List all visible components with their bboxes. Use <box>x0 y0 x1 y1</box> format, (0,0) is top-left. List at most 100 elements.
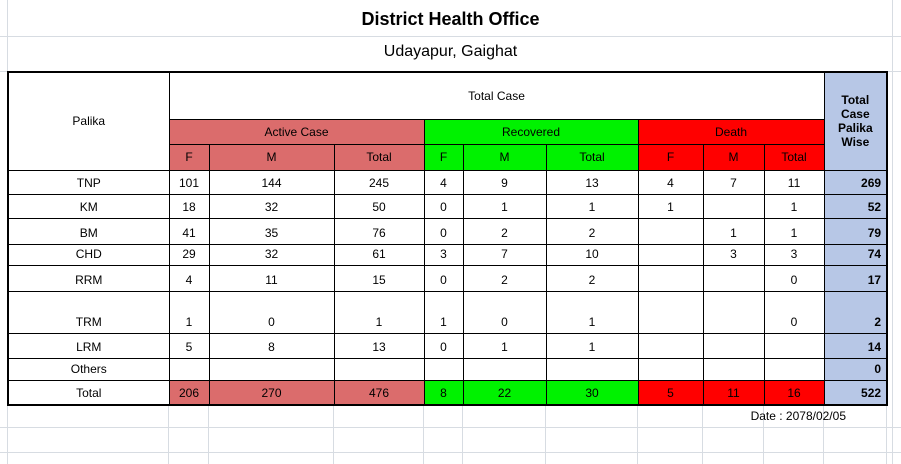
value-cell <box>702 332 765 359</box>
value-cell: 0 <box>763 264 825 292</box>
case-table: Palika Total Case Total Case Palika Wise… <box>7 71 889 406</box>
row-label-cell: TNP <box>7 169 170 195</box>
value-cell: 30 <box>545 379 639 406</box>
value-cell: 0 <box>423 264 464 292</box>
report-date: Date : 2078/02/05 <box>750 409 846 423</box>
value-cell: 4 <box>423 169 464 195</box>
row-label-cell: TRM <box>7 290 170 334</box>
row-label-cell: Others <box>7 357 170 381</box>
row-label-cell: CHD <box>7 243 170 266</box>
value-cell: 1 <box>333 290 425 334</box>
value-cell: 1 <box>702 217 765 245</box>
palika-header-cell: Palika <box>7 71 170 171</box>
value-cell <box>545 357 639 381</box>
value-cell: 476 <box>333 379 425 406</box>
value-cell: 50 <box>333 193 425 219</box>
value-cell: 3 <box>423 243 464 266</box>
value-cell: 2 <box>545 264 639 292</box>
table-row: RRM 4 11 15 0 2 2 0 17 <box>7 264 888 292</box>
value-cell: 15 <box>333 264 425 292</box>
table-row: TNP 101 144 245 4 9 13 4 7 11 269 <box>7 169 888 195</box>
value-cell <box>637 243 704 266</box>
value-cell: 2 <box>545 217 639 245</box>
value-cell: 76 <box>333 217 425 245</box>
value-cell: 5 <box>637 379 704 406</box>
value-cell: 11 <box>208 264 335 292</box>
row-label-cell: Total <box>7 379 170 406</box>
value-cell: 8 <box>423 379 464 406</box>
value-cell: 13 <box>333 332 425 359</box>
value-cell <box>702 290 765 334</box>
value-cell: 61 <box>333 243 425 266</box>
value-cell: 1 <box>763 193 825 219</box>
value-cell: 0 <box>462 290 547 334</box>
value-cell: 1 <box>168 290 210 334</box>
palika-wise-total-cell: 79 <box>823 217 888 245</box>
value-cell: 1 <box>462 193 547 219</box>
palika-wise-total-cell: 17 <box>823 264 888 292</box>
palika-wise-total-cell: 522 <box>823 379 888 406</box>
report-title: District Health Office <box>361 9 540 29</box>
value-cell: 1 <box>545 290 639 334</box>
value-cell: 1 <box>763 217 825 245</box>
value-cell <box>637 290 704 334</box>
value-cell: 1 <box>423 290 464 334</box>
palika-wise-total-cell: 269 <box>823 169 888 195</box>
table-row: CHD 29 32 61 3 7 10 3 3 74 <box>7 243 888 266</box>
palika-wise-total-cell: 52 <box>823 193 888 219</box>
recovered-m-header: M <box>462 143 547 171</box>
header-row-span: Palika Total Case Total Case Palika Wise <box>7 71 888 171</box>
active-f-header: F <box>168 143 210 171</box>
table-row: Others 0 <box>7 357 888 381</box>
value-cell: 18 <box>168 193 210 219</box>
header-row-fmt: F M Total F M Total F M Total <box>8 143 887 171</box>
value-cell: 245 <box>333 169 425 195</box>
value-cell: 8 <box>208 332 335 359</box>
value-cell <box>763 357 825 381</box>
value-cell: 0 <box>423 332 464 359</box>
value-cell: 1 <box>462 332 547 359</box>
value-cell: 41 <box>168 217 210 245</box>
value-cell <box>333 357 425 381</box>
value-cell: 9 <box>462 169 547 195</box>
value-cell <box>168 357 210 381</box>
value-cell: 22 <box>462 379 547 406</box>
value-cell: 206 <box>168 379 210 406</box>
value-cell <box>702 193 765 219</box>
value-cell: 7 <box>702 169 765 195</box>
value-cell: 11 <box>702 379 765 406</box>
table-row: BM 41 35 76 0 2 2 1 1 79 <box>7 217 888 245</box>
value-cell <box>637 332 704 359</box>
value-cell <box>637 264 704 292</box>
row-label-cell: LRM <box>7 332 170 359</box>
header-row-groups: Active Case Recovered Death <box>8 118 887 145</box>
recovered-total-header: Total <box>545 143 639 171</box>
value-cell <box>462 357 547 381</box>
value-cell: 101 <box>168 169 210 195</box>
value-cell: 0 <box>208 290 335 334</box>
row-label-cell: RRM <box>7 264 170 292</box>
value-cell: 11 <box>763 169 825 195</box>
value-cell: 4 <box>168 264 210 292</box>
value-cell: 10 <box>545 243 639 266</box>
palika-wise-total-cell: 74 <box>823 243 888 266</box>
value-cell: 270 <box>208 379 335 406</box>
active-case-group-header: Active Case <box>168 118 425 145</box>
value-cell <box>208 357 335 381</box>
recovered-f-header: F <box>423 143 464 171</box>
value-cell: 2 <box>462 264 547 292</box>
value-cell: 1 <box>545 332 639 359</box>
value-cell: 2 <box>462 217 547 245</box>
palika-wise-header-cell: Total Case Palika Wise <box>823 71 888 171</box>
value-cell: 4 <box>637 169 704 195</box>
value-cell <box>423 357 464 381</box>
active-m-header: M <box>208 143 335 171</box>
death-m-header: M <box>702 143 765 171</box>
palika-wise-total-cell: 14 <box>823 332 888 359</box>
value-cell: 35 <box>208 217 335 245</box>
value-cell <box>637 357 704 381</box>
palika-wise-total-cell: 0 <box>823 357 888 381</box>
value-cell: 3 <box>702 243 765 266</box>
value-cell: 0 <box>423 217 464 245</box>
